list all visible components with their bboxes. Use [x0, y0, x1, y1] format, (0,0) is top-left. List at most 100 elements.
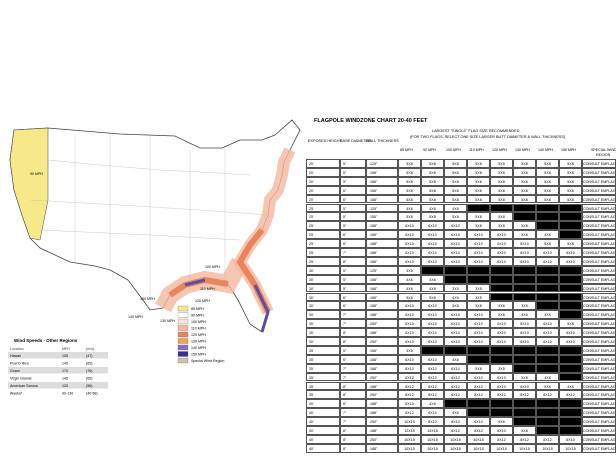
- table-cell: 6X10: [398, 248, 421, 257]
- table-cell: 10X15: [421, 443, 444, 453]
- legend-header: MPH: [62, 347, 70, 351]
- table-cell: .250": [366, 434, 398, 444]
- table-cell: 6X10: [421, 310, 444, 320]
- table-cell: 8X12: [444, 426, 467, 435]
- table-cell: 10X15: [421, 426, 444, 435]
- table-cell: 5X8: [559, 194, 582, 204]
- table-cell: 6X10: [444, 310, 467, 320]
- table-cell: CONSULT EMFLAG: [582, 167, 616, 177]
- table-cell: 5X8: [490, 176, 513, 186]
- blank-cell: [559, 372, 582, 382]
- table-cell: CONSULT EMFLAG: [582, 265, 616, 275]
- table-cell: 5": [340, 221, 366, 231]
- table-cell: 8X12: [467, 390, 490, 400]
- table-cell: 5X8: [513, 230, 536, 240]
- blank-cell: [559, 274, 582, 284]
- blank-cell: [467, 274, 490, 284]
- table-cell: 4X6: [398, 203, 421, 213]
- blank-cell: [467, 399, 490, 409]
- table-cell: 8X12: [421, 363, 444, 373]
- table-cell: .125": [366, 265, 398, 275]
- blank-cell: [536, 354, 559, 364]
- blank-cell: [536, 283, 559, 293]
- table-cell: 5X8: [536, 159, 559, 168]
- table-cell: 4X6: [421, 203, 444, 213]
- table-cell: 4X6: [398, 283, 421, 293]
- table-cell: 6X10: [398, 221, 421, 231]
- table-cell: 5X8: [398, 185, 421, 195]
- table-cell: 5X8: [467, 167, 490, 177]
- table-cell: CONSULT EMFLAG: [582, 301, 616, 311]
- table-cell: 25': [306, 203, 340, 213]
- legend-row: [8, 389, 108, 396]
- table-cell: 6X10: [398, 239, 421, 248]
- speed-header: 150 MPH: [561, 148, 576, 152]
- table-cell: 6X10: [467, 337, 490, 346]
- zone-label: 90 MPH: [191, 314, 204, 318]
- zone-label: 100 MPH: [191, 320, 206, 324]
- table-cell: 8X12: [513, 434, 536, 444]
- map-label: 120 MPH: [195, 299, 210, 303]
- table-cell: 3X5: [490, 363, 513, 373]
- table-cell: .250": [366, 417, 398, 426]
- table-cell: .125": [366, 203, 398, 213]
- column-header: EXPOSED HEIGHT: [308, 139, 342, 143]
- table-cell: 7": [340, 248, 366, 257]
- blank-cell: [536, 301, 559, 311]
- table-cell: 35': [306, 345, 340, 355]
- table-cell: 30': [306, 301, 340, 311]
- table-cell: .188": [366, 176, 398, 186]
- table-cell: 4X6: [513, 310, 536, 320]
- legend-cell: American Samoa: [10, 384, 38, 388]
- table-cell: 8X12: [421, 381, 444, 391]
- table-cell: 10X15: [513, 443, 536, 453]
- table-cell: 5X8: [490, 185, 513, 195]
- table-cell: 5": [340, 274, 366, 284]
- table-cell: 5X8: [467, 212, 490, 222]
- table-cell: 40': [306, 426, 340, 435]
- blank-cell: [490, 292, 513, 302]
- zone-label: 130 MPH: [191, 340, 206, 344]
- table-cell: 7": [340, 417, 366, 426]
- table-cell: 5X8: [513, 221, 536, 231]
- table-cell: 8X12: [490, 434, 513, 444]
- table-cell: 6X10: [398, 256, 421, 266]
- table-cell: .250": [366, 319, 398, 329]
- table-cell: 6": [340, 354, 366, 364]
- table-cell: 6X10: [421, 337, 444, 346]
- table-cell: 10X15: [444, 434, 467, 444]
- blank-cell: [536, 265, 559, 275]
- blank-cell: [513, 363, 536, 373]
- legend-cell: Guam: [10, 369, 20, 373]
- table-cell: 5X8: [513, 167, 536, 177]
- table-cell: 5X8: [536, 167, 559, 177]
- legend-cell: 145: [62, 362, 68, 366]
- table-cell: 6X10: [398, 399, 421, 409]
- speed-header: 110 MPH: [469, 148, 484, 152]
- table-cell: CONSULT EMFLAG: [582, 292, 616, 302]
- blank-cell: [559, 203, 582, 213]
- table-cell: 3X5: [444, 283, 467, 293]
- table-cell: 40': [306, 408, 340, 418]
- table-cell: 20': [306, 176, 340, 186]
- blank-cell: [490, 265, 513, 275]
- table-cell: 6X10: [559, 337, 582, 346]
- table-cell: 5X8: [559, 239, 582, 248]
- table-cell: 4X6: [398, 274, 421, 284]
- table-cell: 5X8: [536, 185, 559, 195]
- table-cell: 5X8: [444, 159, 467, 168]
- table-cell: 5X8: [444, 194, 467, 204]
- table-cell: .188": [366, 221, 398, 231]
- table-cell: 8X12: [536, 390, 559, 400]
- map-label: 100 MPH: [205, 265, 220, 269]
- table-cell: 6": [340, 239, 366, 248]
- table-cell: 5": [340, 176, 366, 186]
- table-cell: 4X6: [490, 301, 513, 311]
- table-cell: 6X10: [513, 239, 536, 248]
- table-cell: 6X10: [444, 239, 467, 248]
- legend-cell: (47): [86, 354, 92, 358]
- table-cell: CONSULT EMFLAG: [582, 417, 616, 426]
- blank-cell: [490, 345, 513, 355]
- zone-label: 140 MPH: [191, 346, 206, 350]
- legend-row: [8, 352, 108, 359]
